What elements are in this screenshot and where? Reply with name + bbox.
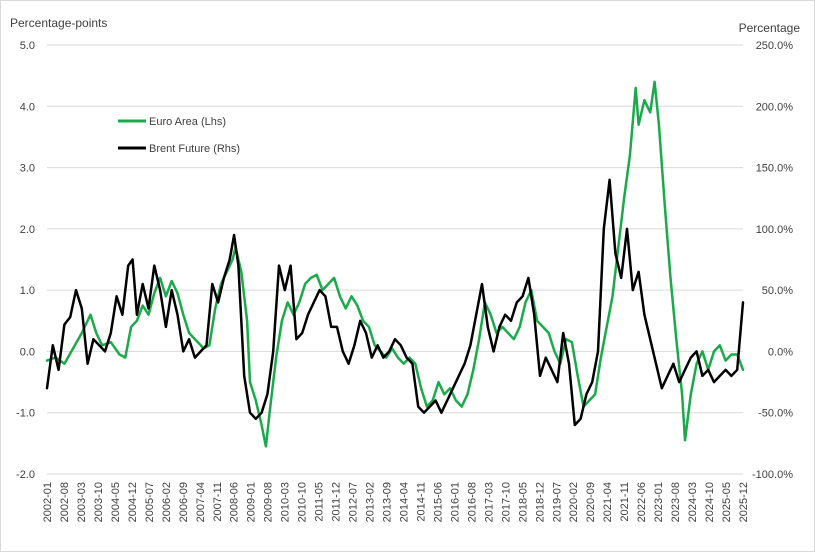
x-tick-label: 2003-10 bbox=[93, 482, 105, 522]
x-tick-label: 2009-08 bbox=[263, 482, 275, 522]
x-tick-label: 2008-06 bbox=[229, 482, 241, 522]
x-tick-label: 2005-07 bbox=[144, 482, 156, 522]
left-tick-label: 1.0 bbox=[20, 285, 35, 297]
x-tick-label: 2006-09 bbox=[178, 482, 190, 522]
right-tick-label: 0.0% bbox=[768, 346, 793, 358]
right-tick-label: 200.0% bbox=[756, 101, 794, 113]
legend: Euro Area (Lhs) Brent Future (Rhs) bbox=[118, 116, 240, 155]
right-axis-title: Percentage bbox=[739, 21, 801, 35]
x-tick-label: 2014-04 bbox=[398, 482, 410, 522]
x-tick-label: 2016-01 bbox=[449, 482, 461, 522]
right-tick-label: -100.0% bbox=[752, 469, 793, 481]
x-tick-label: 2010-03 bbox=[280, 482, 292, 522]
right-tick-label: -50.0% bbox=[758, 408, 793, 420]
x-tick-label: 2020-02 bbox=[568, 482, 580, 522]
x-tick-label: 2025-05 bbox=[721, 482, 733, 522]
x-tick-label: 2024-10 bbox=[704, 482, 716, 522]
x-tick-label: 2009-01 bbox=[246, 482, 258, 522]
x-tick-label: 2018-05 bbox=[517, 482, 529, 522]
x-tick-label: 2023-08 bbox=[670, 482, 682, 522]
left-tick-label: 5.0 bbox=[20, 40, 35, 52]
x-tick-label: 2022-06 bbox=[636, 482, 648, 522]
x-tick-label: 2019-07 bbox=[551, 482, 563, 522]
x-tick-label: 2014-11 bbox=[415, 482, 427, 522]
left-tick-label: 4.0 bbox=[20, 101, 35, 113]
x-tick-label: 2007-11 bbox=[212, 482, 224, 522]
x-tick-label: 2002-08 bbox=[59, 482, 71, 522]
x-tick-label: 2020-09 bbox=[585, 482, 597, 522]
x-tick-label: 2015-06 bbox=[432, 482, 444, 522]
x-tick-label: 2017-03 bbox=[483, 482, 495, 522]
x-tick-label: 2012-07 bbox=[348, 482, 360, 522]
legend-label-euro-area: Euro Area (Lhs) bbox=[149, 116, 226, 128]
left-axis-title: Percentage-points bbox=[10, 16, 107, 30]
x-tick-label: 2018-12 bbox=[534, 482, 546, 522]
x-tick-label: 2011-05 bbox=[314, 482, 326, 522]
x-tick-label: 2004-12 bbox=[127, 482, 139, 522]
x-tick-label: 2013-02 bbox=[365, 482, 377, 522]
x-tick-label: 2002-01 bbox=[42, 482, 54, 522]
left-tick-label: 3.0 bbox=[20, 163, 35, 175]
x-tick-label: 2023-01 bbox=[653, 482, 665, 522]
x-tick-label: 2003-03 bbox=[76, 482, 88, 522]
x-tick-label: 2024-03 bbox=[687, 482, 699, 522]
x-tick-label: 2007-04 bbox=[195, 482, 207, 522]
right-axis-ticks: 250.0% 200.0% 150.0% 100.0% 50.0% 0.0% -50.0% -… bbox=[752, 40, 793, 481]
legend-label-brent-future: Brent Future (Rhs) bbox=[149, 143, 240, 155]
x-tick-label: 2025-12 bbox=[738, 482, 750, 522]
x-tick-label: 2021-11 bbox=[619, 482, 631, 522]
left-tick-label: 2.0 bbox=[20, 224, 35, 236]
left-tick-label: -2.0 bbox=[16, 469, 35, 481]
x-tick-label: 2016-08 bbox=[466, 482, 478, 522]
series-line-euro-area bbox=[45, 80, 745, 448]
x-tick-label: 2017-10 bbox=[500, 482, 512, 522]
x-tick-label: 2010-10 bbox=[297, 482, 309, 522]
x-tick-label: 2011-12 bbox=[331, 482, 343, 522]
left-tick-label: -1.0 bbox=[16, 408, 35, 420]
x-tick-label: 2021-04 bbox=[602, 482, 614, 522]
x-axis-ticks: 2002-01 2002-08 2003-03 2003-10 2004-05 2004-… bbox=[42, 482, 750, 522]
right-tick-label: 150.0% bbox=[756, 163, 794, 175]
x-tick-label: 2006-02 bbox=[161, 482, 173, 522]
right-tick-label: 50.0% bbox=[762, 285, 793, 297]
right-tick-label: 100.0% bbox=[756, 224, 794, 236]
x-tick-label: 2004-05 bbox=[110, 482, 122, 522]
right-tick-label: 250.0% bbox=[756, 40, 794, 52]
series-layer bbox=[45, 80, 745, 448]
left-tick-label: 0.0 bbox=[20, 346, 35, 358]
x-tick-label: 2013-09 bbox=[382, 482, 394, 522]
left-axis-ticks: 5.0 4.0 3.0 2.0 1.0 0.0 -1.0 -2.0 bbox=[16, 40, 35, 481]
series-line-brent-future bbox=[45, 178, 745, 427]
